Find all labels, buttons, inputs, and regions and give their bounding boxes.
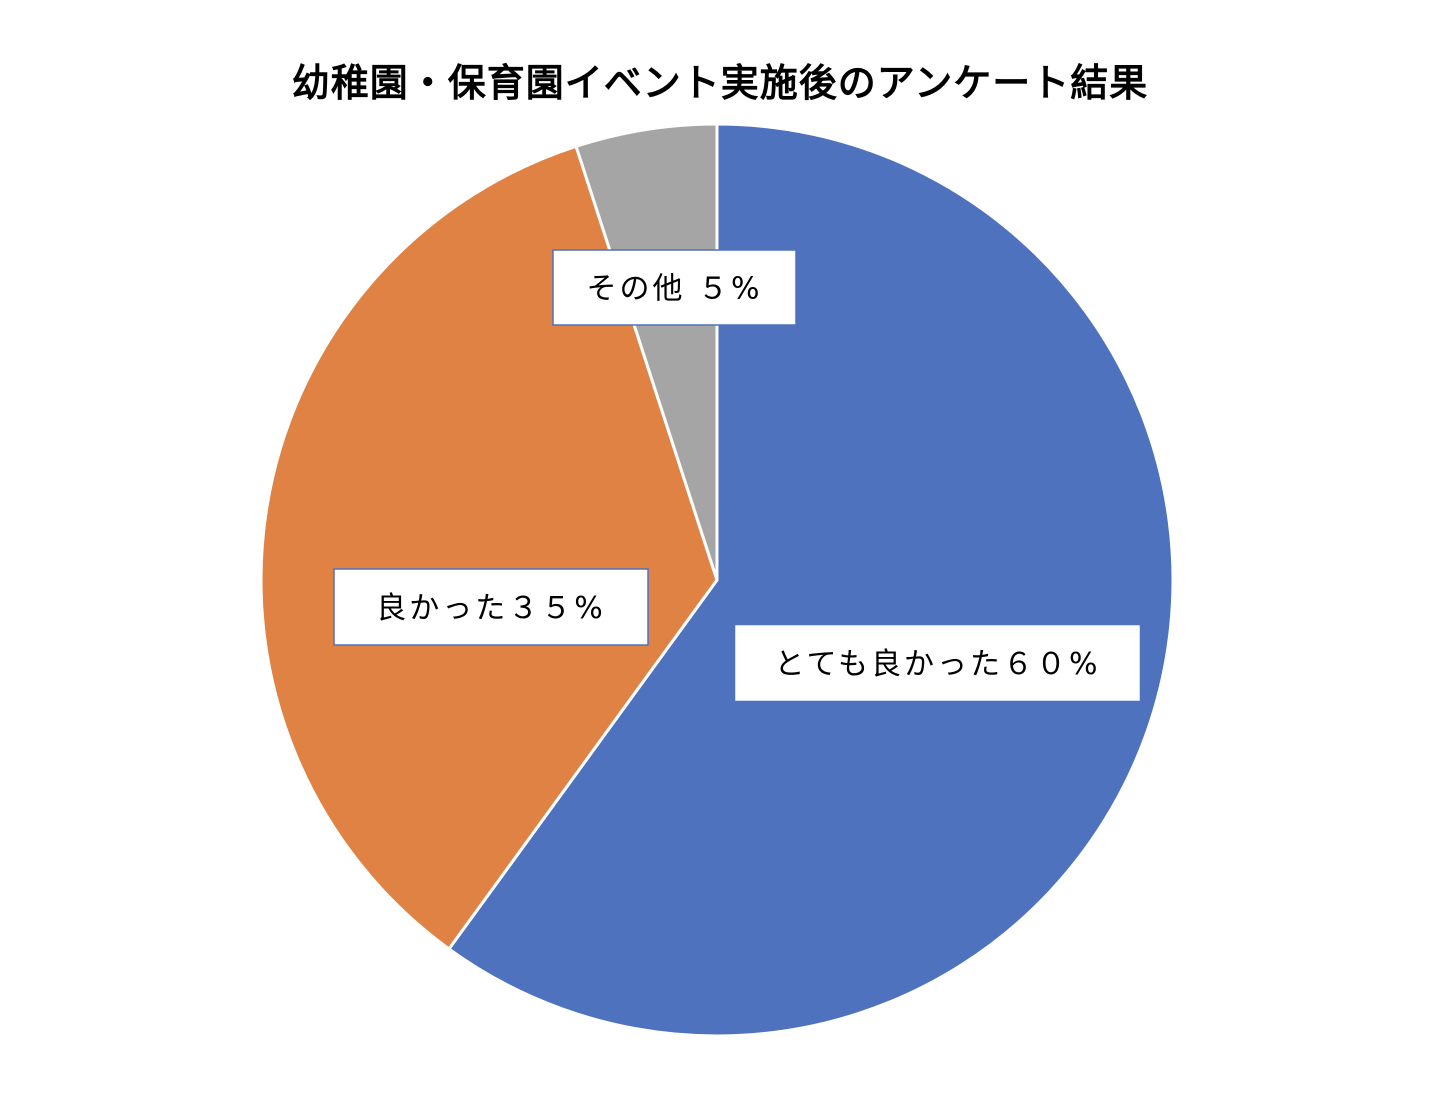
pie-slice-very-good (446, 122, 1175, 1038)
data-label-box-good (333, 568, 649, 646)
data-label-very-good: とても良かった６０% (735, 625, 1140, 701)
pie-slice-good (259, 144, 719, 952)
data-label-other: その他 ５% (552, 249, 797, 326)
data-label-text-very-good: とても良かった６０% (774, 647, 1100, 682)
chart-title: 幼稚園・保育園イベント実施後のアンケート結果 (291, 61, 1149, 105)
data-label-good: 良かった３５% (333, 568, 649, 646)
pie-slice-other (574, 122, 719, 581)
pie-data-labels: とても良かった６０% 良かった３５% その他 ５% (333, 249, 1140, 701)
pie-slices (259, 122, 1175, 1038)
data-label-box-other (552, 249, 797, 326)
data-label-box-very-good (735, 625, 1140, 701)
data-label-text-good: 良かった３５% (376, 591, 606, 626)
data-label-text-other: その他 ５% (586, 272, 762, 307)
